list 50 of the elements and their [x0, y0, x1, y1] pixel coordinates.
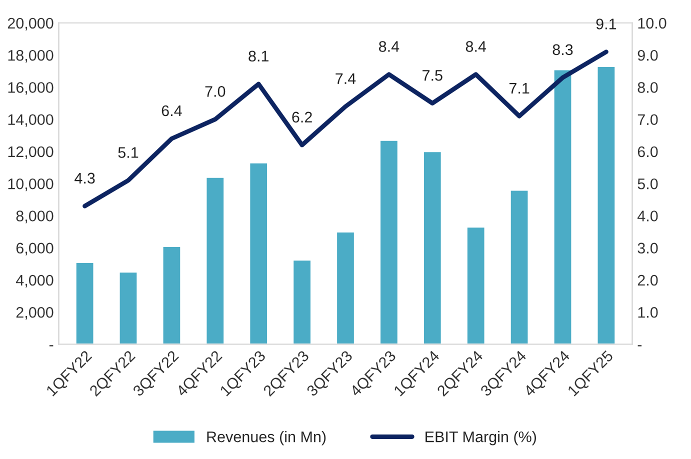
data-label: 8.4	[466, 41, 486, 52]
legend-label: Revenues (in Mn)	[207, 431, 326, 446]
data-label: 7.1	[509, 83, 530, 94]
bar	[292, 259, 312, 344]
data-label: 5.1	[118, 147, 138, 158]
bar	[248, 162, 268, 344]
y2-tick-label: 7.0	[638, 114, 658, 126]
y2-tick-label: 6.0	[638, 146, 658, 158]
bar	[466, 226, 486, 344]
bar	[379, 140, 399, 344]
y-tick-label: -	[49, 345, 54, 346]
bar	[118, 271, 138, 344]
y-tick-label: 8,000	[16, 210, 54, 224]
data-label: 7.4	[336, 73, 356, 84]
bar	[552, 68, 573, 344]
data-label: 9.1	[596, 18, 616, 30]
y-tick-label: 18,000	[8, 50, 54, 63]
data-label: 8.1	[248, 50, 268, 62]
y2-tick-label: 1.0	[638, 306, 658, 318]
bar	[336, 231, 356, 344]
y2-tick-label: 5.0	[638, 178, 658, 190]
data-label: 4.3	[74, 172, 95, 184]
bar	[596, 66, 616, 344]
y2-tick-label: 8.0	[638, 82, 658, 93]
y-tick-label: 14,000	[8, 114, 54, 127]
data-label: 6.4	[162, 105, 182, 116]
y-tick-label: 4,000	[16, 274, 54, 288]
y2-tick-label: 2.0	[638, 274, 658, 286]
y2-tick-label: 3.0	[638, 242, 658, 254]
y-tick-label: 16,000	[8, 82, 54, 95]
bar	[422, 150, 442, 344]
y2-tick-label: -	[638, 345, 642, 346]
bar	[74, 262, 95, 344]
data-label: 8.3	[552, 44, 573, 56]
data-label: 7.0	[205, 86, 226, 97]
bar	[205, 176, 225, 344]
bar	[162, 246, 182, 344]
y-tick-label: 10,000	[8, 178, 54, 192]
data-label: 6.2	[292, 112, 312, 123]
y-tick-label: 20,000	[8, 18, 54, 30]
y2-tick-label: 10.0	[638, 18, 666, 29]
y-tick-label: 6,000	[16, 242, 54, 256]
legend-label: EBIT Margin (%)	[426, 431, 536, 446]
data-label: 8.4	[378, 41, 400, 52]
y-tick-label: 12,000	[8, 146, 54, 159]
y2-tick-label: 9.0	[638, 50, 658, 61]
y-tick-label: 2,000	[16, 306, 54, 320]
data-label: 7.5	[422, 70, 442, 81]
bar	[509, 189, 530, 344]
y2-tick-label: 4.0	[637, 210, 658, 222]
